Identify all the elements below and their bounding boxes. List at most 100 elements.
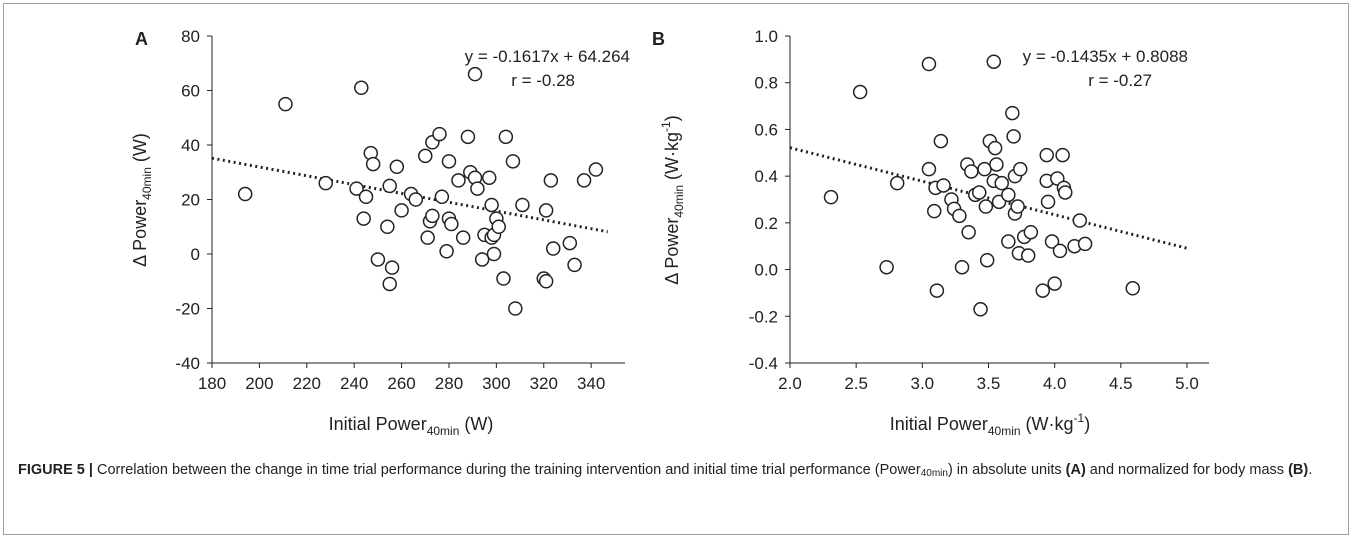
x-tick-label: 2.0	[778, 374, 802, 393]
data-point	[370, 252, 386, 267]
y-tick-label: 0	[191, 245, 200, 264]
y-tick-label: -0.4	[749, 354, 778, 373]
data-point	[1001, 234, 1016, 249]
data-point	[394, 203, 409, 218]
data-point	[467, 66, 483, 82]
data-point	[954, 259, 970, 275]
data-point	[441, 154, 457, 169]
data-point	[971, 185, 987, 200]
x-tick-label: 4.5	[1109, 374, 1133, 393]
data-point	[973, 302, 988, 317]
x-tick-label: 2.5	[844, 374, 868, 393]
data-point	[418, 148, 433, 164]
data-point	[389, 159, 405, 175]
data-point	[1047, 276, 1062, 291]
data-point	[545, 241, 561, 256]
data-point	[889, 175, 905, 191]
y-axis-title-unit-close: )	[662, 115, 682, 121]
x-tick-label: 260	[387, 374, 415, 393]
x-tick-label: 320	[530, 374, 558, 393]
data-point	[354, 80, 369, 96]
panel-label: A	[135, 29, 148, 49]
data-point	[451, 173, 466, 188]
data-point	[382, 178, 397, 194]
x-tick-label: 3.5	[977, 374, 1001, 393]
correlation-coefficient: r = -0.27	[1088, 71, 1152, 90]
figure-frame	[3, 3, 1349, 535]
x-axis-title-unit: (W)	[459, 414, 493, 434]
data-point	[1013, 161, 1028, 177]
data-point	[484, 197, 499, 213]
data-point	[823, 189, 839, 205]
data-point	[278, 96, 293, 112]
data-point	[543, 173, 559, 188]
data-point	[237, 186, 253, 202]
data-point	[977, 161, 992, 177]
panel-a-chart: -40 -20 0 20 40 60 80 180 200 220 240 260 280 300 320 3…	[130, 27, 630, 438]
x-axis-title-subscript: 40min	[988, 424, 1021, 438]
data-point	[474, 252, 490, 267]
y-axis-title-main: Δ Power	[662, 218, 682, 285]
data-point	[515, 197, 530, 213]
data-point	[1125, 281, 1140, 296]
data-point	[852, 84, 868, 100]
regression-equation: y = -0.1617x + 64.264	[465, 47, 630, 66]
data-point	[486, 246, 502, 262]
data-point	[567, 257, 582, 273]
data-point	[384, 260, 400, 275]
x-axis-title-main: Initial Power	[890, 414, 988, 434]
data-point	[420, 230, 435, 245]
data-point	[978, 199, 994, 214]
y-axis-title-subscript: 40min	[140, 167, 154, 200]
data-point	[1077, 236, 1093, 252]
x-axis-title-subscript: 40min	[427, 424, 460, 438]
data-point	[1006, 129, 1021, 144]
y-axis-title-subscript: 40min	[672, 185, 686, 218]
figure-charts: -40 -20 0 20 40 60 80 180 200 220 240 260 280 300 320 3…	[130, 27, 1209, 438]
data-point	[349, 181, 364, 196]
data-point	[989, 157, 1004, 172]
data-point	[382, 276, 397, 292]
y-tick-label: 1.0	[754, 27, 778, 46]
data-point	[358, 189, 374, 205]
x-axis-title: Initial Power40min (W)	[329, 414, 494, 438]
data-point	[1044, 234, 1060, 249]
data-point	[576, 173, 592, 188]
data-point	[936, 178, 951, 193]
x-tick-label: 3.0	[911, 374, 935, 393]
x-axis-title-unit: (W·kg	[1021, 414, 1074, 434]
data-point	[979, 252, 995, 268]
data-point	[380, 219, 395, 234]
data-point	[496, 271, 511, 286]
data-point	[986, 54, 1002, 69]
caption-label: FIGURE 5 |	[18, 462, 93, 478]
x-axis-title-main: Initial Power	[329, 414, 427, 434]
data-point	[1055, 147, 1070, 163]
data-point	[1020, 248, 1036, 263]
data-point	[1058, 185, 1073, 200]
x-tick-label: 280	[435, 374, 463, 393]
y-axis-title-unit-superscript: -1	[659, 121, 673, 132]
data-point	[588, 162, 604, 177]
y-axis-title: Δ Power40min (W·kg-1)	[659, 115, 686, 284]
data-point	[444, 216, 459, 232]
data-point	[356, 211, 371, 226]
data-point	[439, 244, 454, 259]
data-point	[1005, 105, 1020, 121]
data-point	[505, 154, 521, 169]
data-point	[425, 208, 440, 224]
y-tick-label: 80	[181, 27, 200, 46]
x-axis-title: Initial Power40min (W·kg-1)	[890, 411, 1090, 438]
y-axis-title-unit: (W)	[130, 133, 150, 167]
data-point	[961, 224, 976, 240]
data-point	[964, 164, 979, 179]
caption-text-4: .	[1308, 462, 1313, 478]
data-point	[879, 259, 894, 275]
y-tick-label: 0.2	[754, 214, 778, 233]
data-point	[538, 274, 554, 289]
y-tick-label: 0.8	[754, 74, 778, 93]
y-axis-title-unit: (W·kg	[662, 132, 682, 185]
y-tick-label: 0.0	[754, 261, 778, 280]
trendline	[211, 156, 609, 234]
x-axis-title-unit-superscript: -1	[1074, 411, 1085, 425]
